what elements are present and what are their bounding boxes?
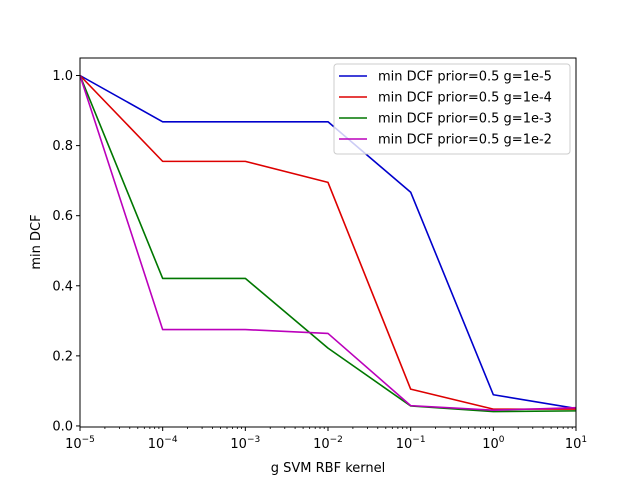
series-line-2 — [80, 74, 576, 410]
legend-box — [333, 63, 571, 155]
x-tick-label: 10−5 — [65, 435, 95, 452]
axes-layer: 10−5 10−4 10−3 10−2 10−1 100 101 0.0 0.2 0.4 0.6 0.… — [52, 57, 587, 452]
legend-label-2: min DCF prior=0.5 g=1e-4 — [378, 91, 552, 106]
y-tick-label: 0.4 — [52, 279, 73, 294]
x-tick-label: 101 — [565, 435, 587, 452]
legend-label-4: min DCF prior=0.5 g=1e-2 — [378, 133, 552, 148]
series-line-4 — [80, 75, 576, 411]
y-tick-label: 0.8 — [52, 139, 73, 154]
legend-label-1: min DCF prior=0.5 g=1e-5 — [378, 70, 552, 85]
series-layer — [80, 74, 576, 413]
x-axis-label: g SVM RBF kernel — [271, 461, 385, 476]
x-tick-label: 10−1 — [396, 435, 426, 452]
legend-label-3: min DCF prior=0.5 g=1e-3 — [378, 112, 552, 127]
legend: min DCF prior=0.5 g=1e-5 min DCF prior=0.… — [333, 63, 571, 155]
y-axis-label: min DCF — [29, 214, 44, 269]
y-tick-label: 0.0 — [52, 419, 73, 434]
x-tick-label: 10−4 — [148, 435, 178, 452]
x-tick-label: 10−3 — [230, 435, 260, 452]
x-tick-label: 100 — [482, 435, 505, 452]
y-tick-label: 0.6 — [52, 209, 73, 224]
y-tick-label: 1.0 — [52, 69, 73, 84]
x-tick-label: 10−2 — [313, 435, 343, 452]
y-tick-label: 0.2 — [52, 349, 73, 364]
series-line-3 — [80, 75, 576, 413]
series-line-1 — [80, 74, 576, 410]
